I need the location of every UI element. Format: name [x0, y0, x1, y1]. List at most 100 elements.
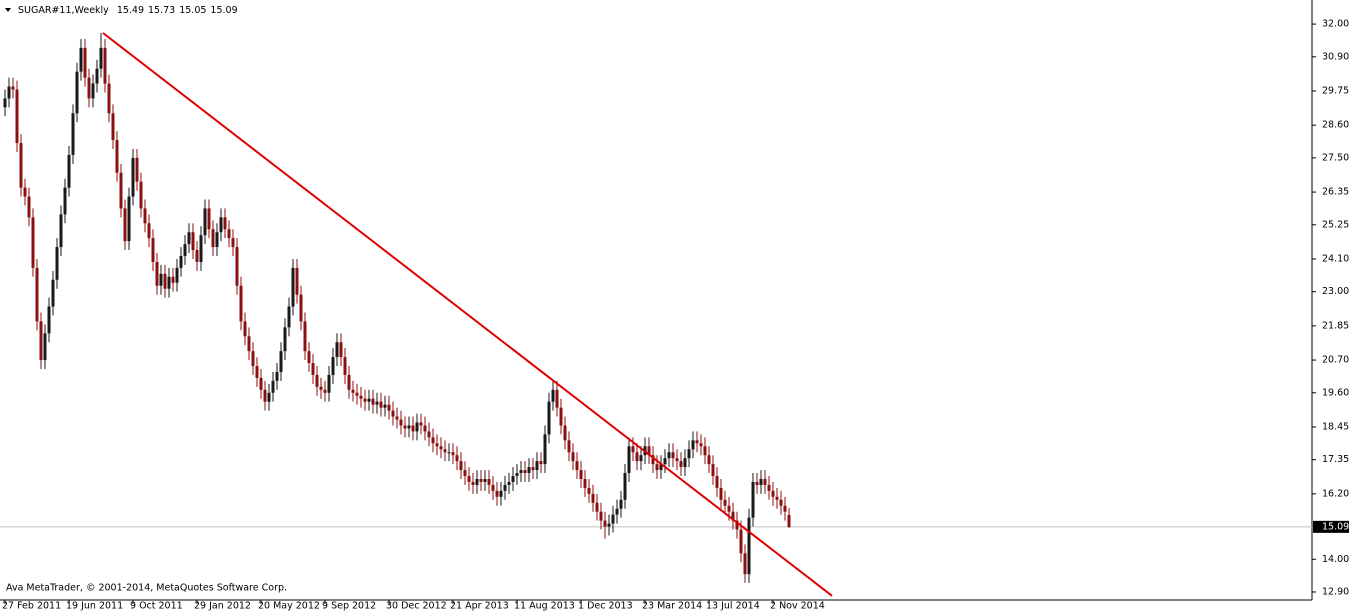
candle-body: [31, 217, 35, 268]
candle-body: [767, 484, 771, 491]
candle-body: [495, 490, 499, 497]
price-label: 15.09: [1322, 521, 1349, 532]
candle-body: [35, 267, 39, 322]
y-tick-label: 32.00: [1322, 19, 1349, 30]
candle-body: [563, 425, 567, 441]
candle-body: [611, 514, 615, 524]
candle-body: [379, 401, 383, 408]
candle-body: [579, 470, 583, 479]
x-tick-label: 23 Mar 2014: [642, 601, 702, 612]
candle-body: [719, 487, 723, 500]
candle-body: [419, 422, 423, 426]
candle-body: [291, 267, 295, 307]
header-value: 15.49: [117, 5, 144, 16]
candle-body: [723, 499, 727, 506]
candle-body: [431, 437, 435, 444]
y-tick-label: 27.50: [1322, 152, 1349, 163]
candle-body: [95, 68, 99, 84]
candle-body: [439, 446, 443, 450]
symbol: SUGAR#11,Weekly: [18, 5, 109, 16]
candle-body: [315, 374, 319, 387]
candle-body: [527, 467, 531, 474]
candle-body: [279, 351, 283, 372]
candle-body: [687, 449, 691, 459]
candle-body: [475, 478, 479, 485]
candle-body: [455, 455, 459, 462]
header-value: 15.09: [210, 5, 237, 16]
candle-body: [171, 276, 175, 283]
candle-body: [167, 276, 171, 289]
candle-body: [135, 157, 139, 182]
candle-body: [227, 229, 231, 239]
candle-body: [435, 443, 439, 447]
candle-body: [3, 98, 7, 108]
x-tick-label: 11 Aug 2013: [514, 601, 575, 612]
candle-body: [523, 470, 527, 474]
candle-body: [683, 458, 687, 468]
candle-body: [543, 434, 547, 465]
header-arrow: [5, 8, 11, 12]
candle-body: [63, 187, 67, 215]
candle-body: [239, 285, 243, 322]
candle-body: [231, 238, 235, 248]
candle-body: [787, 514, 791, 527]
candle-body: [751, 481, 755, 518]
candle-body: [323, 389, 327, 393]
candle-body: [251, 351, 255, 367]
x-tick-label: 19 Jun 2011: [66, 601, 123, 612]
candle-body: [343, 357, 347, 375]
candle-body: [271, 380, 275, 393]
x-tick-label: 21 Apr 2013: [450, 601, 509, 612]
candle-body: [335, 342, 339, 358]
candle-body: [111, 113, 115, 141]
candle-body: [43, 333, 47, 361]
candle-body: [583, 478, 587, 488]
x-tick-label: 1 Dec 2013: [578, 601, 633, 612]
candle-body: [387, 404, 391, 411]
x-tick-label: 29 Jan 2012: [194, 601, 251, 612]
candle-body: [327, 374, 331, 393]
candle-body: [67, 154, 71, 188]
y-tick-label: 16.20: [1322, 488, 1349, 499]
candle-body: [375, 401, 379, 405]
candle-body: [47, 306, 51, 334]
candle-body: [339, 342, 343, 358]
candle-body: [727, 505, 731, 512]
trendline: [102, 32, 833, 597]
candle-body: [707, 455, 711, 465]
header: SUGAR#11,Weekly 15.49 15.73 15.05 15.09: [5, 5, 238, 16]
price-label-box: [1313, 520, 1349, 533]
candle-body: [755, 481, 759, 485]
candle-body: [299, 294, 303, 322]
candle-body: [215, 232, 219, 248]
candle-body: [471, 481, 475, 485]
candle-body: [731, 511, 735, 521]
candle-body: [555, 389, 559, 408]
header-value: 15.05: [179, 5, 206, 16]
candle-body: [223, 217, 227, 230]
candle-body: [11, 86, 15, 90]
candle-body: [179, 255, 183, 268]
candle-body: [355, 392, 359, 396]
candle-body: [399, 419, 403, 426]
y-tick-label: 19.60: [1322, 387, 1349, 398]
candle-body: [499, 490, 503, 497]
candle-body: [127, 196, 131, 242]
candle-body: [531, 467, 535, 471]
candle-body: [411, 425, 415, 432]
candle-body: [651, 455, 655, 465]
candle-body: [423, 425, 427, 432]
y-tick-label: 24.10: [1322, 253, 1349, 264]
candle-body: [219, 217, 223, 233]
candle-body: [99, 47, 103, 69]
candle-body: [191, 232, 195, 251]
candle-body: [507, 481, 511, 485]
candle-body: [259, 377, 263, 390]
candle-body: [307, 351, 311, 364]
candle-body: [515, 473, 519, 477]
candle-body: [627, 446, 631, 474]
candle-body: [91, 83, 95, 99]
candle-body: [487, 478, 491, 485]
